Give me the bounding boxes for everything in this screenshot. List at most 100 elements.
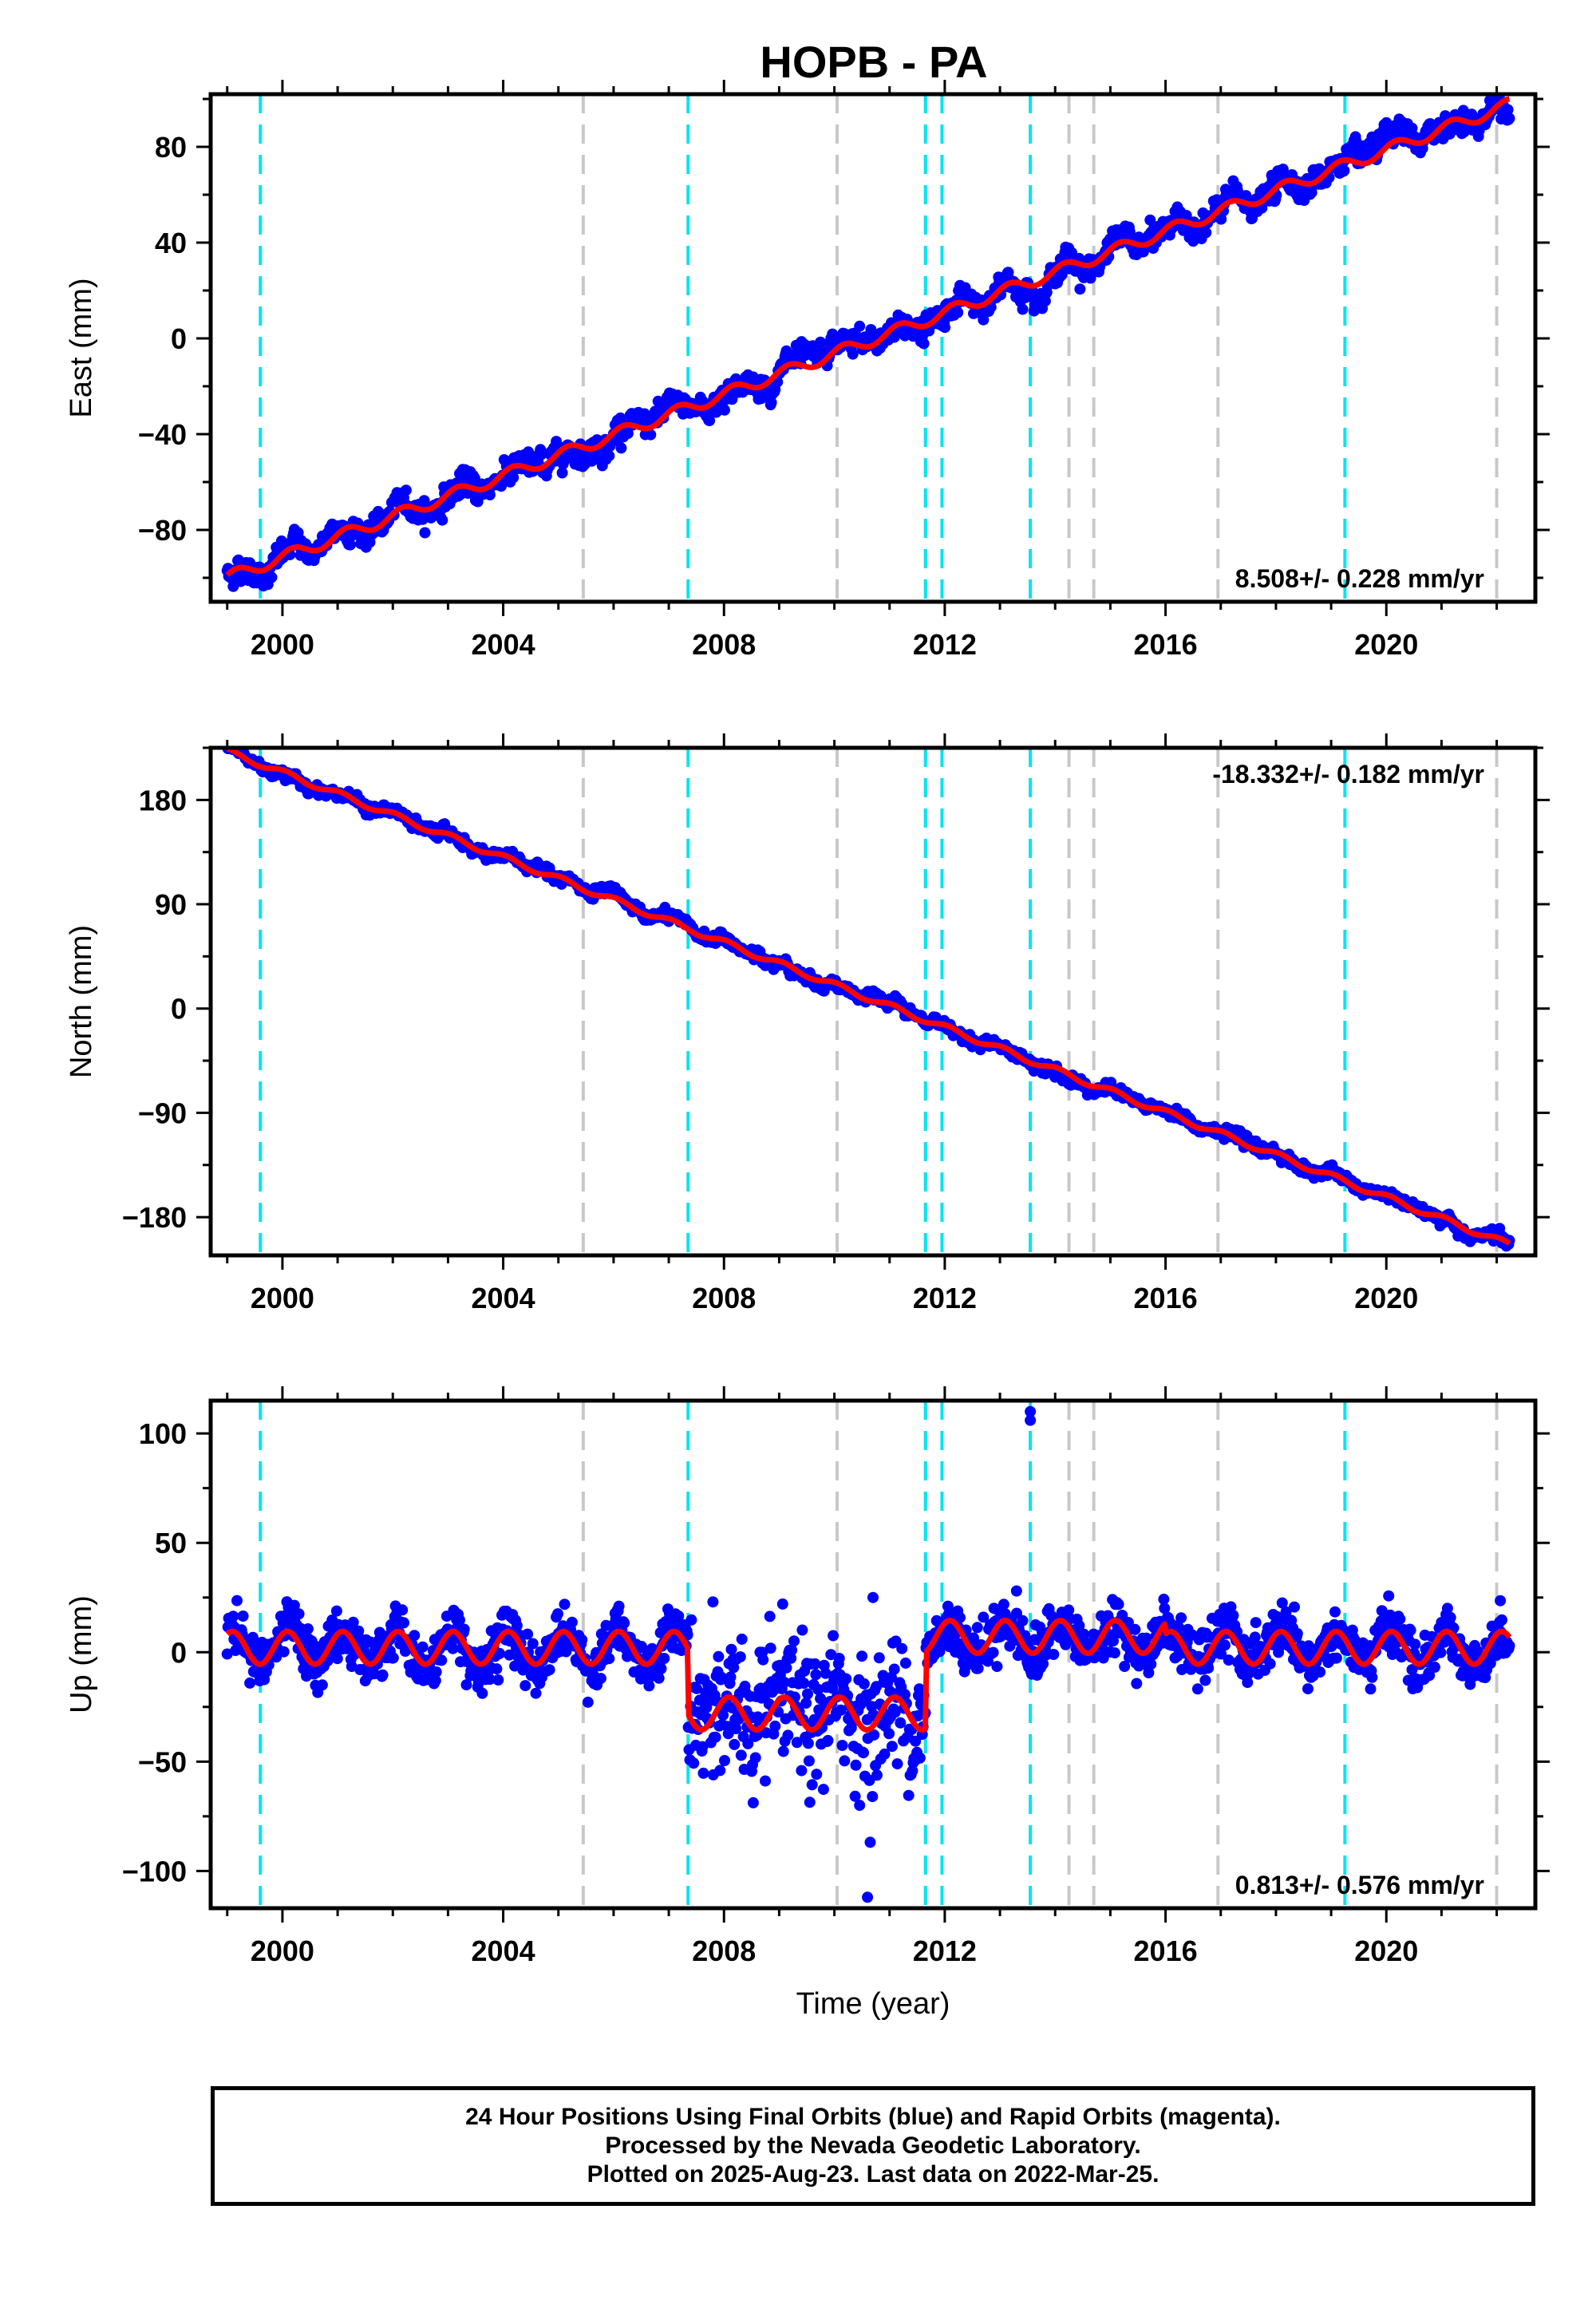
x-tick-label: 2008 (692, 628, 756, 661)
velocity-label: -18.332+/- 0.182 mm/yr (1212, 760, 1484, 788)
y-tick-label: 180 (139, 784, 187, 816)
x-tick-label: 2000 (251, 628, 314, 661)
data-point (710, 1732, 721, 1743)
data-point (765, 1642, 776, 1654)
data-point (1113, 1599, 1124, 1610)
data-point (238, 1611, 249, 1622)
data-point (603, 1653, 614, 1664)
data-point (915, 1753, 926, 1764)
data-point (227, 1611, 239, 1622)
data-point (1504, 113, 1515, 124)
data-point (231, 1595, 243, 1607)
x-tick-label: 2016 (1134, 1282, 1198, 1314)
data-point (804, 1796, 816, 1808)
data-point (583, 1697, 594, 1708)
data-point (1017, 304, 1029, 315)
data-point (883, 1728, 895, 1739)
data-point (834, 1653, 845, 1664)
data-point (939, 322, 950, 333)
data-point (491, 1663, 502, 1674)
data-point (760, 1776, 771, 1787)
data-point (302, 1623, 314, 1634)
y-axis-label: East (mm) (65, 278, 98, 417)
data-point (859, 1678, 870, 1690)
data-point (688, 1757, 699, 1769)
data-point (847, 349, 859, 360)
data-point (654, 1673, 665, 1684)
data-point (267, 571, 278, 583)
y-tick-label: −90 (138, 1097, 187, 1129)
y-tick-label: −80 (138, 514, 187, 547)
data-point (903, 1790, 915, 1801)
data-point (714, 1765, 725, 1776)
data-point (839, 1755, 850, 1766)
data-point (750, 1753, 761, 1764)
data-point (874, 1652, 885, 1663)
data-point (618, 1618, 630, 1629)
data-point (737, 1634, 748, 1645)
x-tick-label: 2004 (472, 1282, 535, 1314)
data-point (729, 1739, 740, 1750)
y-tick-label: 90 (155, 888, 187, 921)
data-point (401, 484, 412, 496)
data-point (804, 1756, 815, 1767)
data-point (417, 1642, 429, 1653)
data-point (567, 1617, 578, 1628)
plot-area (222, 739, 1515, 1255)
x-tick-label: 2020 (1354, 628, 1418, 661)
x-tick-label: 2016 (1134, 628, 1198, 661)
data-point (1109, 1647, 1120, 1658)
data-point (811, 1769, 822, 1780)
data-point (769, 1721, 780, 1732)
data-point (397, 1604, 408, 1615)
y-tick-label: −40 (138, 418, 187, 451)
data-point (332, 1653, 343, 1664)
data-point (777, 1599, 788, 1610)
y-tick-label: 40 (155, 227, 187, 259)
data-point (887, 1741, 898, 1752)
data-point (1048, 1649, 1059, 1660)
y-axis-label: North (mm) (65, 925, 98, 1078)
data-point (1250, 1617, 1262, 1628)
data-point (698, 1768, 709, 1779)
data-point (856, 1650, 867, 1662)
data-point (895, 1717, 906, 1729)
data-point (867, 1791, 878, 1802)
data-point (244, 1678, 255, 1689)
data-point (522, 1629, 533, 1640)
x-tick-label: 2004 (472, 628, 535, 661)
data-point (492, 1674, 504, 1686)
data-point (713, 1651, 724, 1662)
data-point (531, 1688, 542, 1699)
data-point (279, 1646, 290, 1658)
data-point (889, 1664, 900, 1675)
data-point (1175, 1612, 1187, 1623)
chart-title: HOPB - PA (760, 37, 987, 87)
x-tick-label: 2012 (913, 628, 977, 661)
data-point (851, 1760, 862, 1771)
data-point (377, 1670, 389, 1681)
velocity-label: 8.508+/- 0.228 mm/yr (1235, 564, 1484, 593)
data-point (603, 450, 614, 461)
data-point (840, 1674, 851, 1685)
data-point (810, 1669, 821, 1680)
data-point (476, 1688, 488, 1699)
data-point (1017, 1615, 1029, 1626)
data-point (431, 1666, 442, 1678)
data-point (736, 1749, 747, 1761)
data-point (854, 321, 865, 332)
data-point (294, 1608, 305, 1619)
data-point (544, 1664, 555, 1675)
data-point (398, 1617, 409, 1628)
data-point (892, 1758, 903, 1769)
y-tick-label: 0 (171, 993, 187, 1026)
data-point (854, 1800, 865, 1811)
data-point (1199, 1675, 1211, 1686)
data-point (735, 1651, 746, 1662)
data-point (896, 1643, 907, 1654)
